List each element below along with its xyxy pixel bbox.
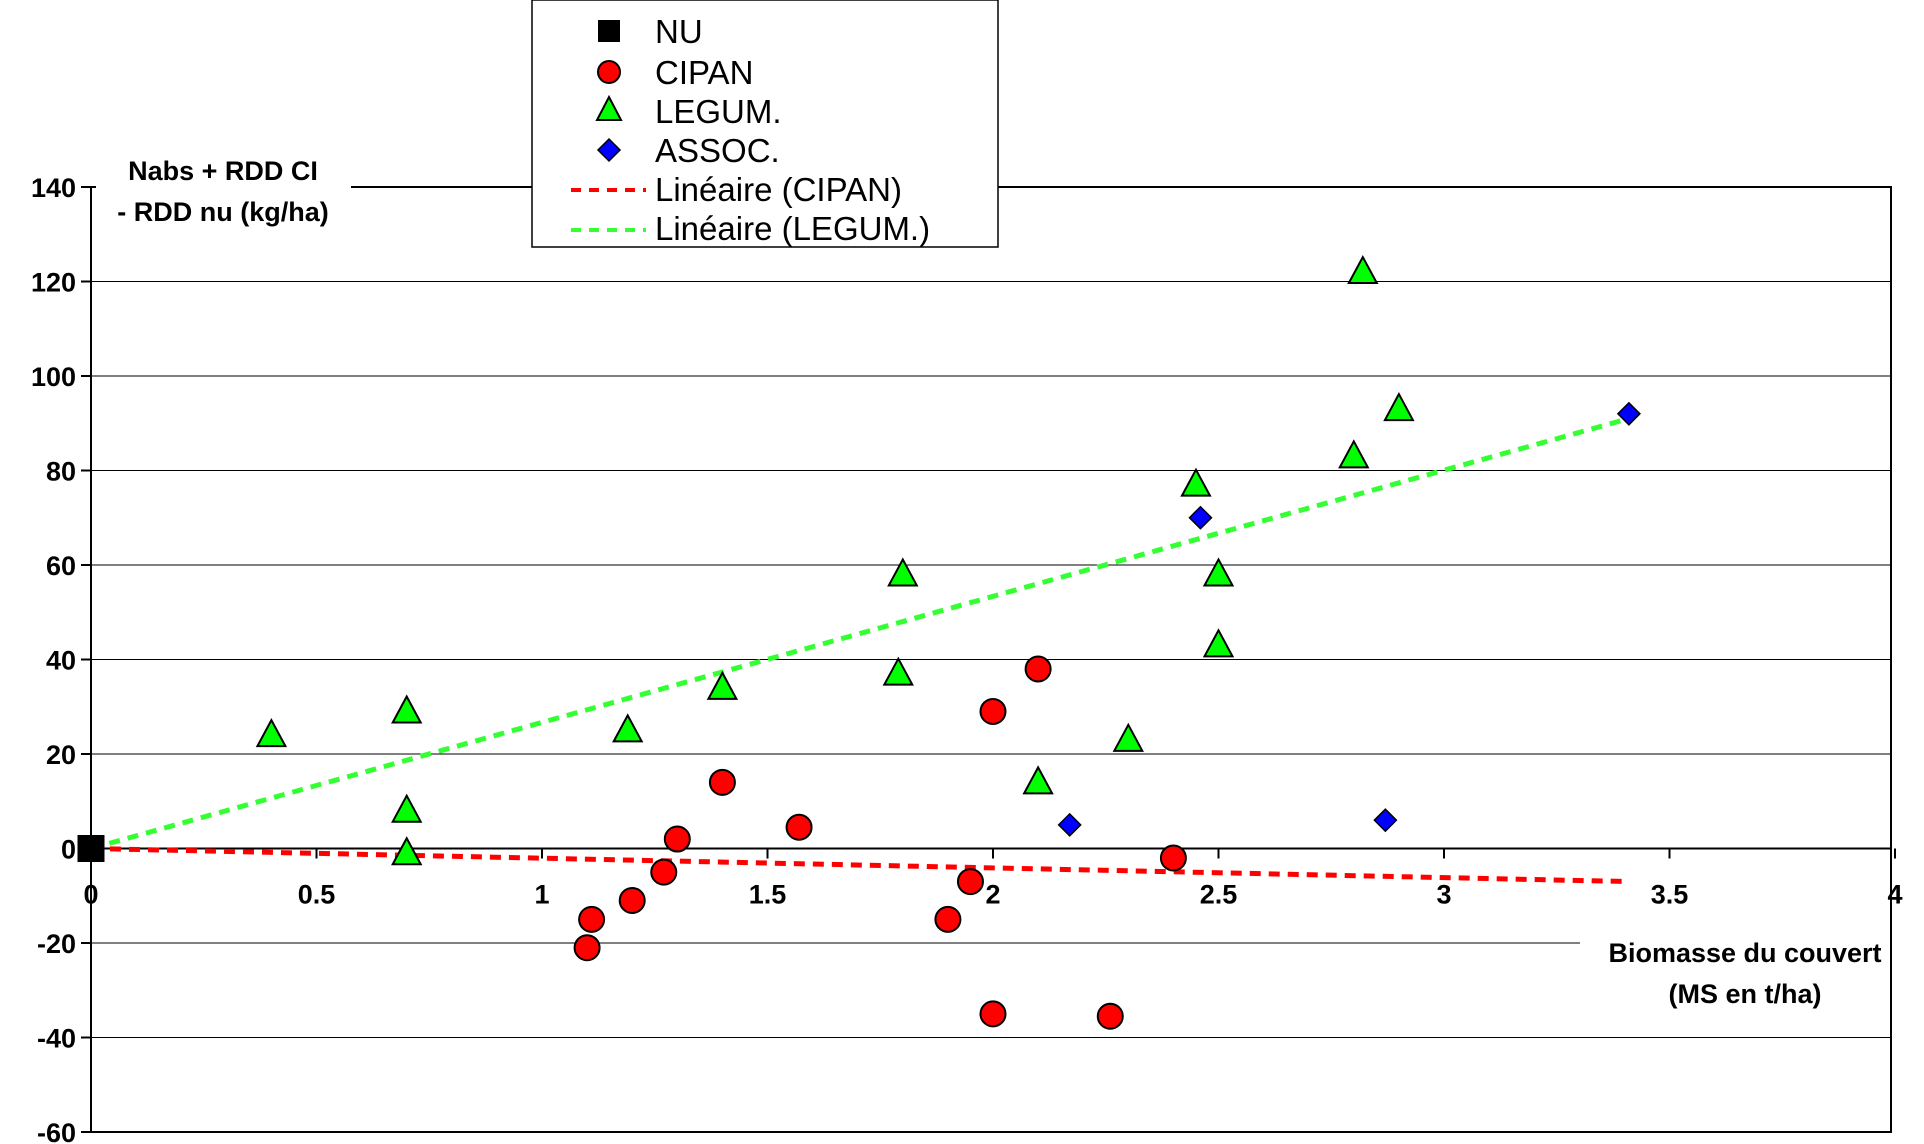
legend-item-trend-cipan: Linéaire (CIPAN): [571, 171, 902, 208]
legend-item-cipan: CIPAN: [597, 54, 753, 91]
x-tick-labels: 0 0.5 1 1.5 2 2.5 3 3.5 4: [83, 880, 1902, 910]
legum-point: [391, 793, 423, 823]
cipan-point: [956, 868, 984, 896]
x-tick-label: 1: [534, 880, 549, 910]
y-tick-label: -40: [37, 1024, 76, 1054]
legend-circle-marker: [597, 60, 621, 84]
legum-point: [1202, 628, 1235, 658]
y-tick-label: 80: [46, 457, 76, 487]
y-tick-label: 120: [31, 268, 76, 298]
legend-label-trend-cipan: Linéaire (CIPAN): [655, 171, 902, 208]
assoc-point: [1616, 401, 1641, 426]
legum-point: [391, 694, 423, 724]
legend-item-trend-legum: Linéaire (LEGUM.): [571, 210, 930, 247]
cipan-point: [979, 697, 1007, 725]
data-points: [77, 254, 1641, 1030]
legend-diamond-marker: [596, 137, 622, 163]
legum-point: [1338, 439, 1370, 469]
legum-point: [391, 836, 423, 866]
cipan-point: [979, 1000, 1007, 1028]
y-tick-label: -60: [37, 1118, 76, 1144]
x-tick-label: 0.5: [298, 880, 336, 910]
x-tick-label: 2: [985, 880, 1000, 910]
legend-item-nu: NU: [598, 13, 703, 50]
x-tick-label: 2.5: [1200, 880, 1238, 910]
legend: NU CIPAN LEGUM. ASSOC. Linéaire (CIPAN) …: [531, 0, 999, 248]
legum-point: [1383, 391, 1415, 422]
y-tick-label: 20: [46, 740, 76, 770]
nu-point: [77, 835, 105, 862]
x-tick-label: 3: [1436, 880, 1451, 910]
y-tick-label: 100: [31, 362, 76, 392]
legum-point: [1180, 467, 1212, 497]
cipan-point: [1096, 1002, 1124, 1030]
legum-point: [1112, 722, 1144, 752]
cipan-point: [1024, 655, 1052, 683]
legend-label-trend-legum: Linéaire (LEGUM.): [655, 210, 930, 247]
y-tick-labels: -60 -40 -20 0 20 40 60 80 100 120 140: [31, 173, 76, 1144]
x-axis-title-line1: Biomasse du couvert: [1608, 938, 1881, 968]
cipan-point: [578, 905, 606, 933]
assoc-point: [1373, 808, 1398, 833]
trendline-cipan: [90, 846, 1629, 885]
y-tick-label: 140: [31, 173, 76, 203]
legum-point: [1022, 765, 1054, 795]
assoc-point: [1188, 505, 1213, 530]
y-axis-title-line1: Nabs + RDD CI: [128, 156, 318, 186]
legum-point: [612, 713, 644, 743]
x-axis-title-bg: [1580, 930, 1890, 1018]
cipan-point: [650, 858, 678, 886]
legend-triangle-marker: [595, 94, 623, 121]
trendline-legum: [90, 416, 1630, 851]
legend-item-assoc: ASSOC.: [596, 132, 780, 169]
y-axis-title-bg: [96, 154, 351, 232]
cipan-point: [573, 934, 601, 962]
legum-point: [882, 656, 914, 686]
cipan-point: [1159, 844, 1187, 872]
x-tick-label: 4: [1887, 880, 1902, 910]
x-tick-label: 0: [83, 880, 98, 910]
y-axis-title-line2: - RDD nu (kg/ha): [117, 197, 328, 227]
x-tick-label: 3.5: [1651, 880, 1689, 910]
legend-label-nu: NU: [655, 13, 703, 50]
legend-label-cipan: CIPAN: [655, 54, 753, 91]
trendlines: [90, 416, 1630, 885]
legend-label-assoc: ASSOC.: [655, 132, 780, 169]
cipan-point: [785, 813, 813, 841]
y-tick-label: 40: [46, 646, 76, 676]
legum-point: [706, 670, 739, 700]
cipan-point: [663, 825, 691, 853]
cipan-point: [708, 768, 736, 796]
cipan-point: [934, 905, 962, 933]
legum-point: [1347, 254, 1379, 285]
cipan-point: [618, 886, 646, 914]
legum-point: [255, 717, 288, 748]
legend-label-legum: LEGUM.: [655, 93, 782, 130]
legend-square-marker: [598, 20, 620, 42]
legum-point: [887, 557, 919, 587]
x-tick-label: 1.5: [749, 880, 787, 910]
y-tick-label: 0: [61, 835, 76, 865]
x-axis-title-line2: (MS en t/ha): [1669, 979, 1822, 1009]
legum-point: [1202, 557, 1235, 587]
y-tick-label: -20: [37, 929, 76, 959]
y-tick-label: 60: [46, 551, 76, 581]
legend-item-legum: LEGUM.: [595, 93, 782, 130]
assoc-point: [1057, 812, 1082, 837]
